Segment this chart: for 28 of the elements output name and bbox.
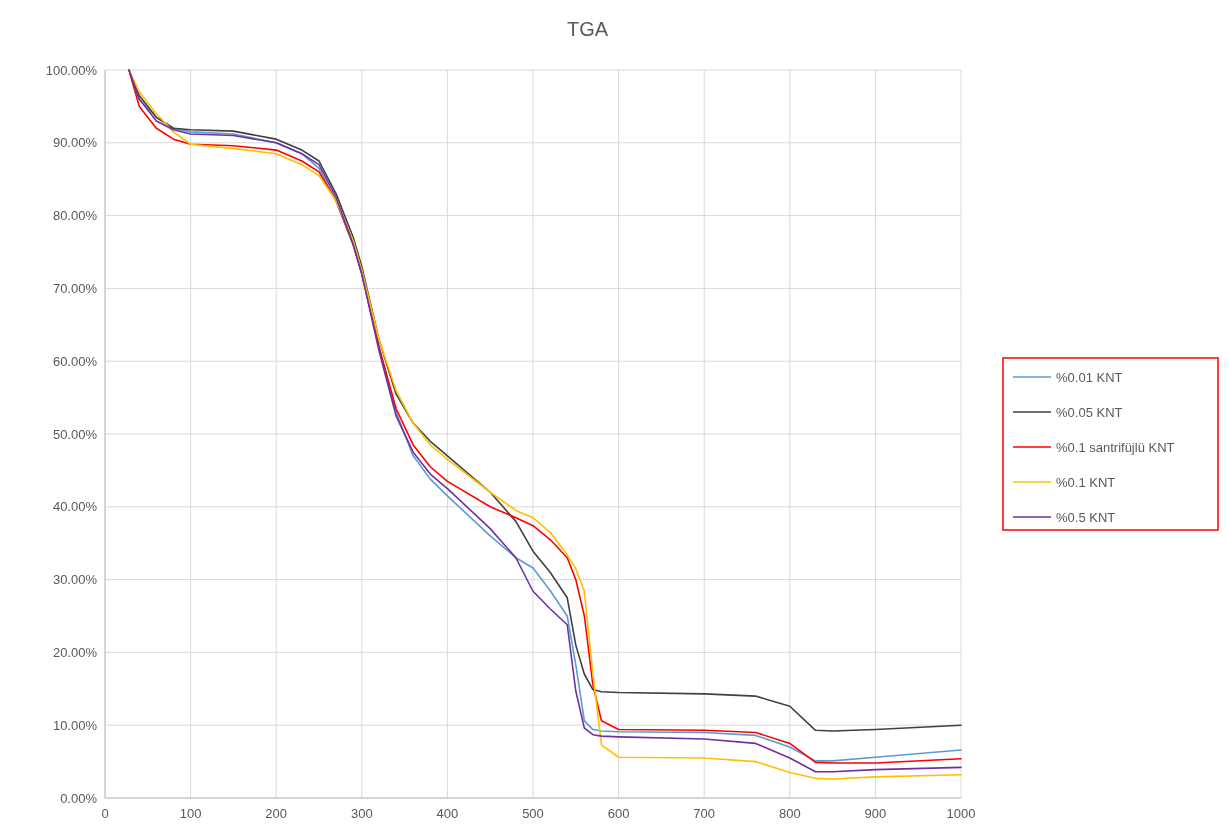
y-tick-label: 60.00% xyxy=(52,353,98,369)
x-tick-label: 900 xyxy=(864,806,887,821)
chart-title: TGA xyxy=(566,18,609,40)
x-tick-label: 400 xyxy=(436,806,459,821)
y-tick-label: 20.00% xyxy=(52,644,98,660)
y-tick-label: 100.00% xyxy=(45,62,98,78)
legend-label: %0.1 santrifüjlü KNT xyxy=(1056,439,1175,455)
legend-label: %0.5 KNT xyxy=(1056,509,1116,525)
y-tick-label: 0.00% xyxy=(60,790,98,806)
y-tick-label: 10.00% xyxy=(52,717,98,733)
y-tick-label: 70.00% xyxy=(52,280,98,296)
y-tick-label: 50.00% xyxy=(52,426,98,442)
legend-label: %0.01 KNT xyxy=(1056,369,1123,385)
x-tick-label: 1000 xyxy=(946,806,976,821)
x-tick-label: 700 xyxy=(693,806,716,821)
y-tick-label: 40.00% xyxy=(52,499,98,515)
x-tick-label: 800 xyxy=(778,806,801,821)
legend-label: %0.05 KNT xyxy=(1056,404,1123,420)
legend-label: %0.1 KNT xyxy=(1056,474,1116,490)
y-tick-label: 90.00% xyxy=(52,135,98,151)
x-tick-label: 300 xyxy=(350,806,373,821)
y-tick-label: 30.00% xyxy=(52,572,98,588)
x-tick-label: 600 xyxy=(607,806,630,821)
x-tick-label: 100 xyxy=(179,806,202,821)
x-tick-label: 500 xyxy=(522,806,544,821)
y-tick-label: 80.00% xyxy=(52,208,98,224)
x-tick-label: 0 xyxy=(101,806,109,821)
x-tick-label: 200 xyxy=(265,806,288,821)
